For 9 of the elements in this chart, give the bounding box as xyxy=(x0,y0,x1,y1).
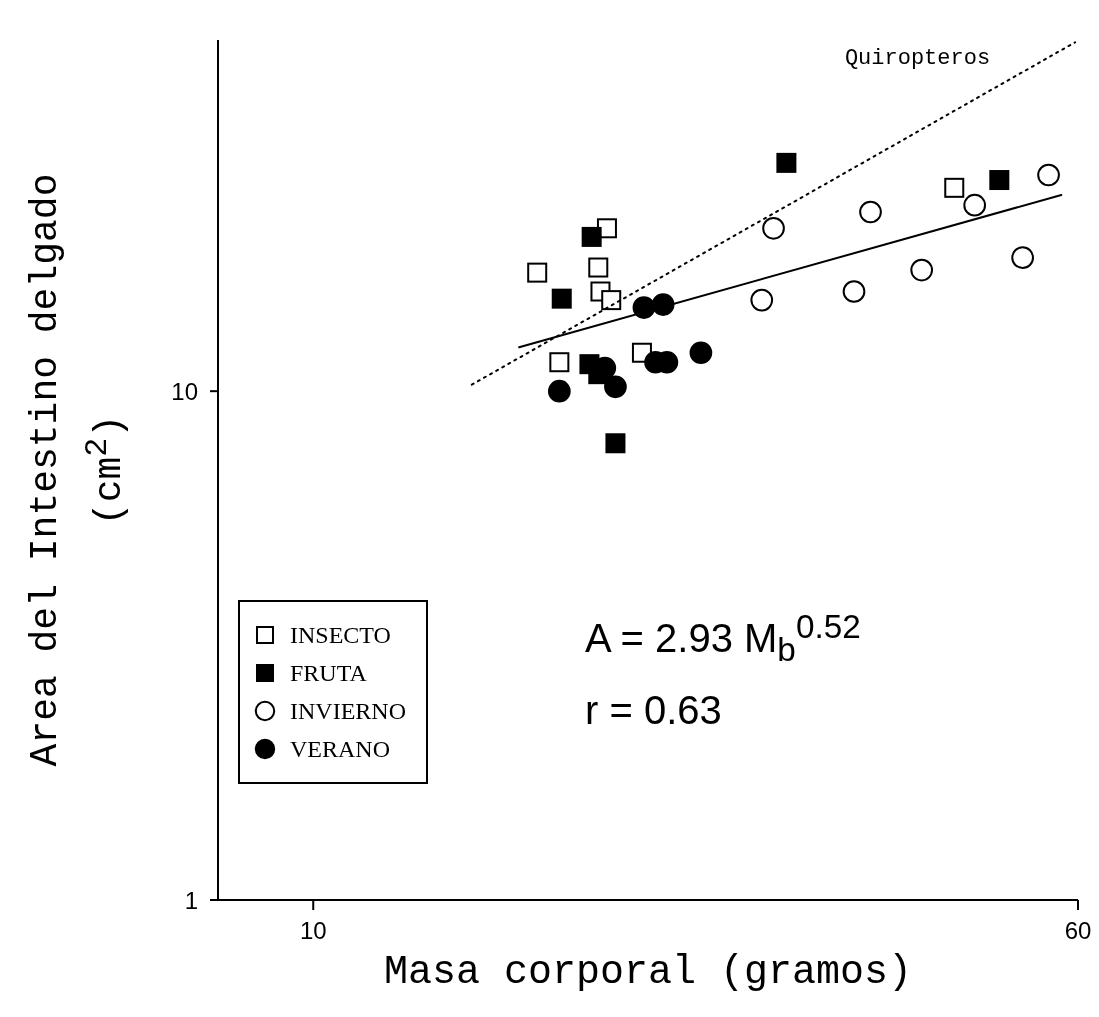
y-tick-label: 1 xyxy=(184,886,198,914)
x-axis-title: Masa corporal (gramos) xyxy=(382,950,914,995)
x-tick-label: 60 xyxy=(1064,917,1092,945)
legend-label: INSECTO xyxy=(290,621,391,649)
series-label: Quiropteros xyxy=(844,46,991,72)
legend-label: INVIERNO xyxy=(290,697,406,725)
annotation: r = 0.63 xyxy=(585,688,722,733)
legend-label: VERANO xyxy=(290,735,390,763)
legend-label: FRUTA xyxy=(290,659,367,687)
